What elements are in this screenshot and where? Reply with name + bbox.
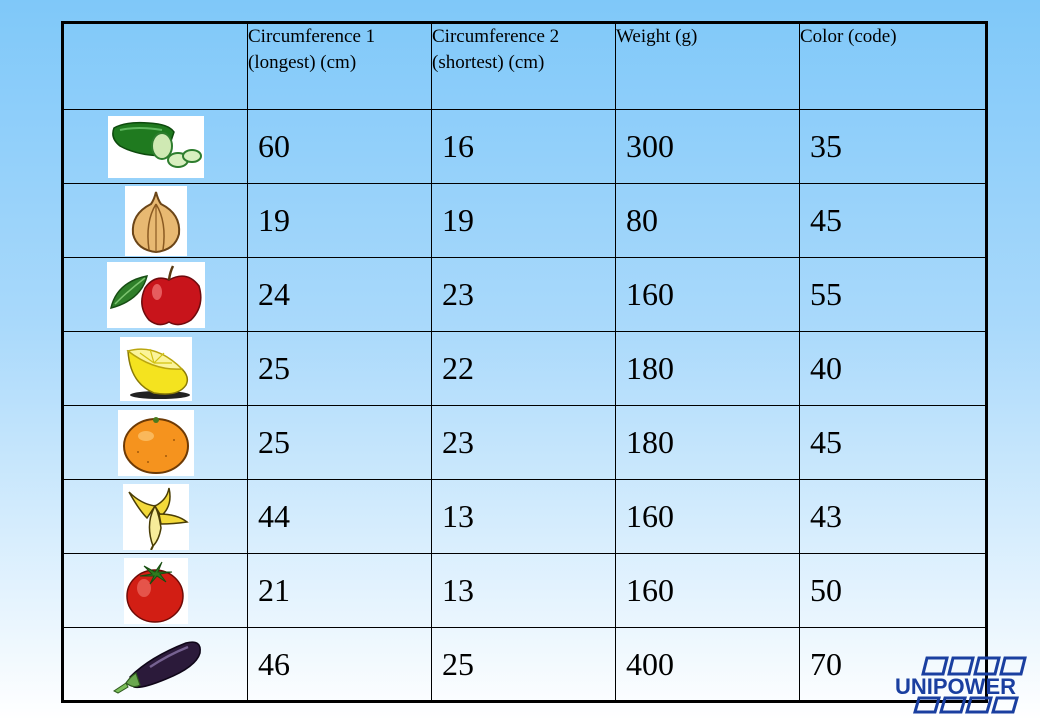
- logo-text: UNIPOWER: [895, 674, 1016, 699]
- circumference-1-cell: 25: [247, 405, 432, 480]
- table-row: 46 25 400 70: [62, 627, 987, 702]
- header-row: Circumference 1 (longest) (cm) Circumfer…: [62, 22, 987, 110]
- header-circumference-1: Circumference 1 (longest) (cm): [247, 22, 432, 110]
- table-row: 24 23 160 55: [62, 257, 987, 332]
- eggplant-icon: [112, 641, 201, 694]
- circumference-2-cell: 19: [431, 183, 616, 258]
- item-image-cell: [62, 257, 248, 332]
- table-row: 60 16 300 35: [62, 109, 987, 184]
- table-row: 44 13 160 43: [62, 479, 987, 554]
- lemon-icon: [119, 336, 192, 401]
- weight-cell: 160: [615, 479, 800, 554]
- color-code-cell: 55: [799, 257, 987, 332]
- item-image-cell: [62, 109, 248, 184]
- color-code-cell: 45: [799, 405, 987, 480]
- weight-cell: 400: [615, 627, 800, 702]
- header-color-code: Color (code): [799, 22, 987, 110]
- circumference-2-cell: 25: [431, 627, 616, 702]
- table-row: 19 19 80 45: [62, 183, 987, 258]
- circumference-2-cell: 23: [431, 257, 616, 332]
- circumference-2-cell: 23: [431, 405, 616, 480]
- color-code-cell: 43: [799, 479, 987, 554]
- circumference-2-cell: 13: [431, 553, 616, 628]
- weight-cell: 80: [615, 183, 800, 258]
- circumference-1-cell: 25: [247, 331, 432, 406]
- weight-cell: 300: [615, 109, 800, 184]
- weight-cell: 160: [615, 553, 800, 628]
- circumference-1-cell: 60: [247, 109, 432, 184]
- circumference-2-cell: 22: [431, 331, 616, 406]
- header-cell-empty: [62, 22, 248, 110]
- item-image-cell: [62, 405, 248, 480]
- apple-icon: [106, 261, 205, 328]
- weight-cell: 180: [615, 405, 800, 480]
- circumference-2-cell: 13: [431, 479, 616, 554]
- banana-icon: [122, 483, 189, 550]
- item-image-cell: [62, 627, 248, 702]
- item-image-cell: [62, 331, 248, 406]
- color-code-cell: 35: [799, 109, 987, 184]
- unipower-logo: UNIPOWER: [895, 656, 1027, 714]
- item-image-cell: [62, 479, 248, 554]
- orange-icon: [117, 409, 194, 476]
- color-code-cell: 50: [799, 553, 987, 628]
- color-code-cell: 70: [799, 627, 987, 702]
- header-circumference-2: Circumference 2 (shortest) (cm): [431, 22, 616, 110]
- color-code-cell: 40: [799, 331, 987, 406]
- cucumber-icon: [107, 115, 204, 178]
- data-table: Circumference 1 (longest) (cm) Circumfer…: [61, 21, 988, 703]
- color-code-cell: 45: [799, 183, 987, 258]
- item-image-cell: [62, 183, 248, 258]
- header-weight: Weight (g): [615, 22, 800, 110]
- onion-icon: [124, 185, 187, 256]
- circumference-1-cell: 44: [247, 479, 432, 554]
- circumference-1-cell: 46: [247, 627, 432, 702]
- circumference-1-cell: 19: [247, 183, 432, 258]
- weight-cell: 160: [615, 257, 800, 332]
- circumference-2-cell: 16: [431, 109, 616, 184]
- table-row: 25 23 180 45: [62, 405, 987, 480]
- circumference-1-cell: 24: [247, 257, 432, 332]
- weight-cell: 180: [615, 331, 800, 406]
- item-image-cell: [62, 553, 248, 628]
- tomato-icon: [123, 557, 188, 624]
- table-row: 21 13 160 50: [62, 553, 987, 628]
- table-row: 25 22 180 40: [62, 331, 987, 406]
- circumference-1-cell: 21: [247, 553, 432, 628]
